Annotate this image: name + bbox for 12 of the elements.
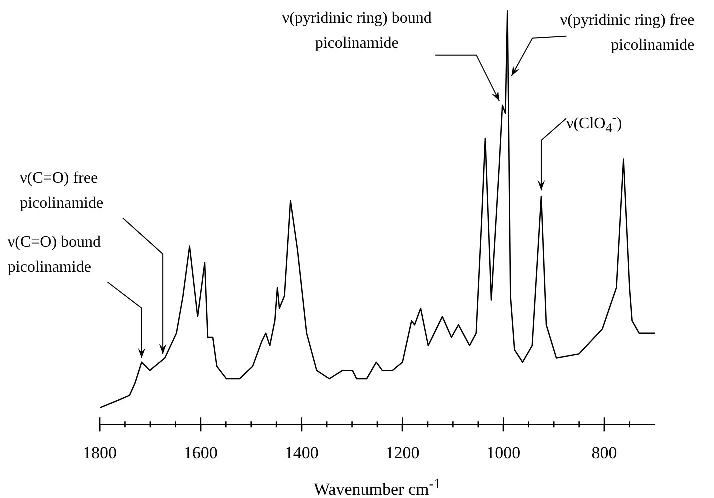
x-tick-label: 1600	[184, 443, 218, 462]
x-axis-title: Wavenumber cm$^{-1}$	[314, 476, 442, 498]
annotation: ν(C=O) bound picolinamide	[8, 233, 102, 278]
annotation: ν(pyridinic ring) bound picolinamide	[281, 9, 433, 54]
x-tick-label: 1000	[486, 443, 521, 462]
annotation: ν(C=O) free picolinamide	[20, 169, 105, 214]
x-tick-label: 1800	[83, 443, 117, 462]
x-tick-label: 800	[592, 443, 618, 462]
annotation: ν(pyridinic ring) free picolinamide	[559, 11, 695, 56]
x-tick-label: 1200	[386, 443, 420, 462]
annotation: ν(ClO$_{4}$$^{-}$)	[566, 108, 624, 138]
x-tick-label: 1400	[284, 443, 319, 462]
